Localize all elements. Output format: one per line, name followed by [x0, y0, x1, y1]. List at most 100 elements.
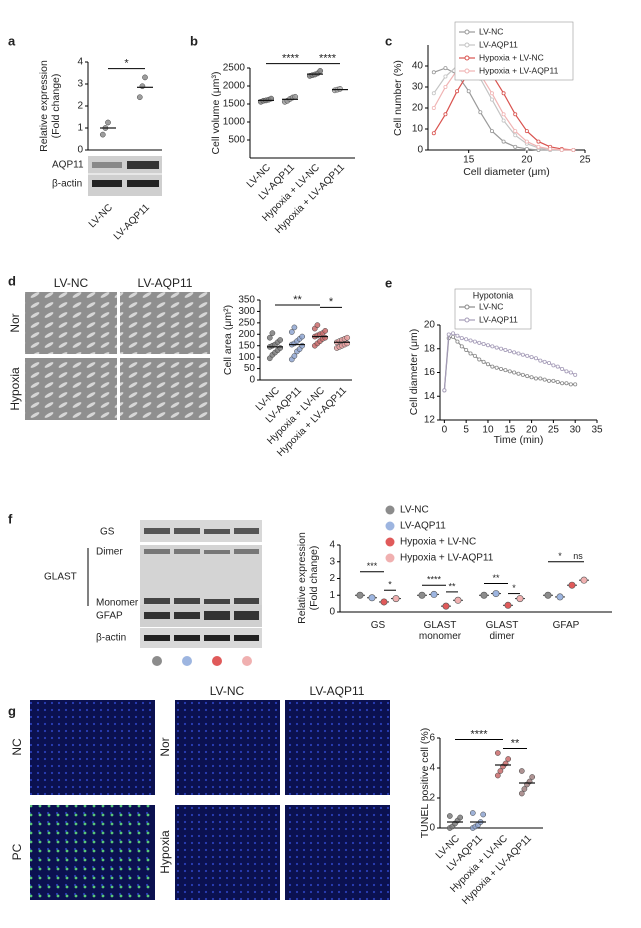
marker	[501, 112, 506, 117]
marker	[568, 382, 573, 387]
x-tick-label: 10	[482, 425, 494, 436]
marker	[472, 339, 477, 344]
legend-marker	[464, 55, 470, 61]
series-line	[443, 336, 576, 391]
marker	[524, 146, 529, 151]
y-tick-label: 12	[424, 415, 436, 426]
y-tick-label: 1	[77, 123, 83, 134]
marker	[520, 352, 525, 357]
dot	[544, 591, 552, 599]
marker	[516, 351, 521, 356]
significance-label: *	[124, 58, 129, 70]
dot	[418, 591, 426, 599]
dot	[277, 345, 284, 351]
significance-label: ***	[367, 561, 378, 571]
y-tick-label: 0	[429, 823, 435, 834]
dot	[266, 334, 273, 341]
dot	[497, 768, 504, 774]
y-tick-label: 2	[77, 101, 83, 112]
dot	[299, 342, 306, 349]
dot	[580, 576, 588, 584]
dot	[299, 333, 306, 340]
marker	[520, 372, 525, 377]
y-axis-label: TUNEL positive cell (%)	[419, 728, 431, 838]
marker	[499, 346, 504, 351]
marker	[477, 357, 482, 362]
dot	[504, 601, 512, 609]
marker	[507, 369, 512, 374]
blot-label: β-actin	[52, 179, 82, 190]
x-tick-label: GLAST dimer	[485, 620, 519, 642]
x-tick-label: 30	[570, 425, 582, 436]
legend-marker	[464, 304, 470, 310]
significance-label: *	[558, 551, 562, 561]
legend-label: LV-AQP11	[400, 521, 446, 532]
dot	[99, 131, 106, 138]
y-tick-label: 18	[424, 343, 436, 354]
legend-label: Hypoxia + LV-AQP11	[400, 553, 494, 564]
x-tick-label: 5	[463, 425, 469, 436]
legend-marker	[464, 29, 470, 35]
y-tick-label: 0	[77, 145, 83, 156]
y-tick-label: 3	[329, 556, 335, 567]
x-tick-label: 25	[548, 425, 560, 436]
marker	[559, 147, 564, 152]
significance-label: ****	[427, 575, 442, 585]
dot	[291, 324, 298, 331]
marker	[501, 118, 506, 123]
dot	[480, 591, 488, 599]
lane-marker	[182, 656, 192, 666]
x-tick-label: 20	[521, 155, 533, 166]
marker	[489, 129, 494, 134]
lane-marker	[152, 656, 162, 666]
significance-label: **	[293, 294, 302, 306]
dot	[494, 750, 501, 756]
marker	[451, 334, 456, 339]
x-axis-label: Time (min)	[494, 434, 544, 446]
blot-label: GLAST	[44, 572, 77, 583]
panel-label: a	[8, 33, 16, 48]
marker	[459, 344, 464, 349]
marker	[443, 112, 448, 117]
panel-label: f	[8, 511, 13, 526]
image-col-label: LV-NC	[210, 684, 245, 698]
marker	[560, 381, 565, 386]
marker	[446, 332, 451, 337]
legend-marker	[464, 42, 470, 48]
legend-marker	[464, 68, 470, 74]
y-tick-label: 2500	[223, 63, 246, 74]
y-tick-label: 300	[238, 306, 255, 317]
marker	[481, 359, 486, 364]
image-row-label: Hypoxia	[158, 830, 172, 874]
marker	[525, 353, 530, 358]
dot	[380, 598, 388, 606]
marker	[573, 382, 578, 387]
y-tick-label: 10	[412, 124, 424, 135]
dot	[314, 322, 321, 328]
panel-label: g	[8, 703, 16, 718]
marker	[512, 370, 517, 375]
marker	[499, 366, 504, 371]
y-tick-label: 14	[424, 391, 436, 402]
marker	[468, 338, 473, 343]
dot	[317, 68, 324, 74]
y-axis-label: Relative expression	[38, 60, 50, 152]
blot-label: GFAP	[96, 611, 123, 622]
image-col-label: LV-AQP11	[310, 684, 365, 698]
image-row-label: Nor	[158, 737, 172, 756]
marker	[503, 368, 508, 373]
marker	[536, 139, 541, 144]
legend-label: LV-AQP11	[479, 314, 518, 324]
marker	[513, 144, 518, 149]
marker	[536, 144, 541, 149]
dot	[454, 596, 462, 604]
legend-marker	[464, 317, 470, 323]
marker	[431, 131, 436, 136]
significance-label: **	[511, 737, 520, 749]
dot	[344, 340, 351, 347]
y-axis-label: (Fold change)	[308, 546, 320, 611]
y-tick-label: 2000	[223, 81, 246, 92]
dot	[518, 790, 525, 797]
x-tick-label: 15	[463, 155, 475, 166]
